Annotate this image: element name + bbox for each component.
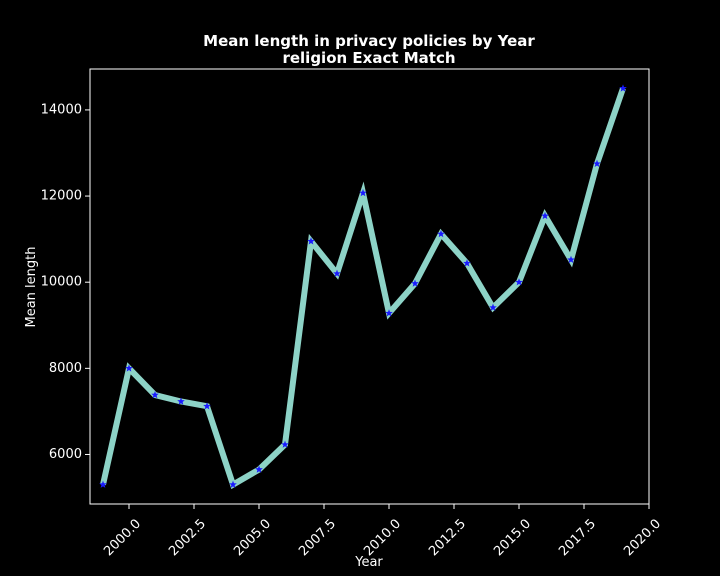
data-point-marker: [385, 309, 393, 317]
data-point-marker: [333, 269, 341, 277]
data-point-marker: [281, 440, 289, 448]
data-point-marker: [463, 259, 471, 267]
data-point-marker: [489, 303, 497, 311]
data-point-marker: [619, 84, 627, 92]
data-point-marker: [359, 189, 367, 197]
y-tick-label: 12000: [41, 189, 82, 204]
y-axis-label: Mean length: [24, 247, 39, 328]
data-point-marker: [125, 364, 133, 372]
y-tick-label: 14000: [41, 102, 82, 117]
data-point-marker: [229, 480, 237, 488]
plot-area: [89, 68, 650, 505]
data-point-marker: [151, 391, 159, 399]
chart-subtitle: religion Exact Match: [282, 49, 455, 67]
data-point-marker: [593, 159, 601, 167]
data-point-marker: [177, 397, 185, 405]
data-point-marker: [255, 465, 263, 473]
data-point-marker: [203, 402, 211, 410]
y-tick-label: 8000: [49, 361, 82, 376]
data-point-marker: [541, 211, 549, 220]
y-tick-label: 6000: [49, 447, 82, 462]
data-point-marker: [437, 229, 445, 238]
series-layer: [99, 84, 627, 490]
data-point-marker: [411, 279, 419, 287]
data-point-marker: [567, 255, 575, 264]
chart-title: Mean length in privacy policies by Year: [203, 32, 535, 50]
data-point-marker: [307, 237, 315, 245]
y-axis: 6000 8000 10000 12000 14000: [41, 102, 90, 462]
y-tick-label: 10000: [41, 275, 82, 290]
x-axis-label: Year: [354, 555, 383, 570]
data-point-marker: [99, 480, 107, 488]
data-point-marker: [515, 278, 523, 286]
